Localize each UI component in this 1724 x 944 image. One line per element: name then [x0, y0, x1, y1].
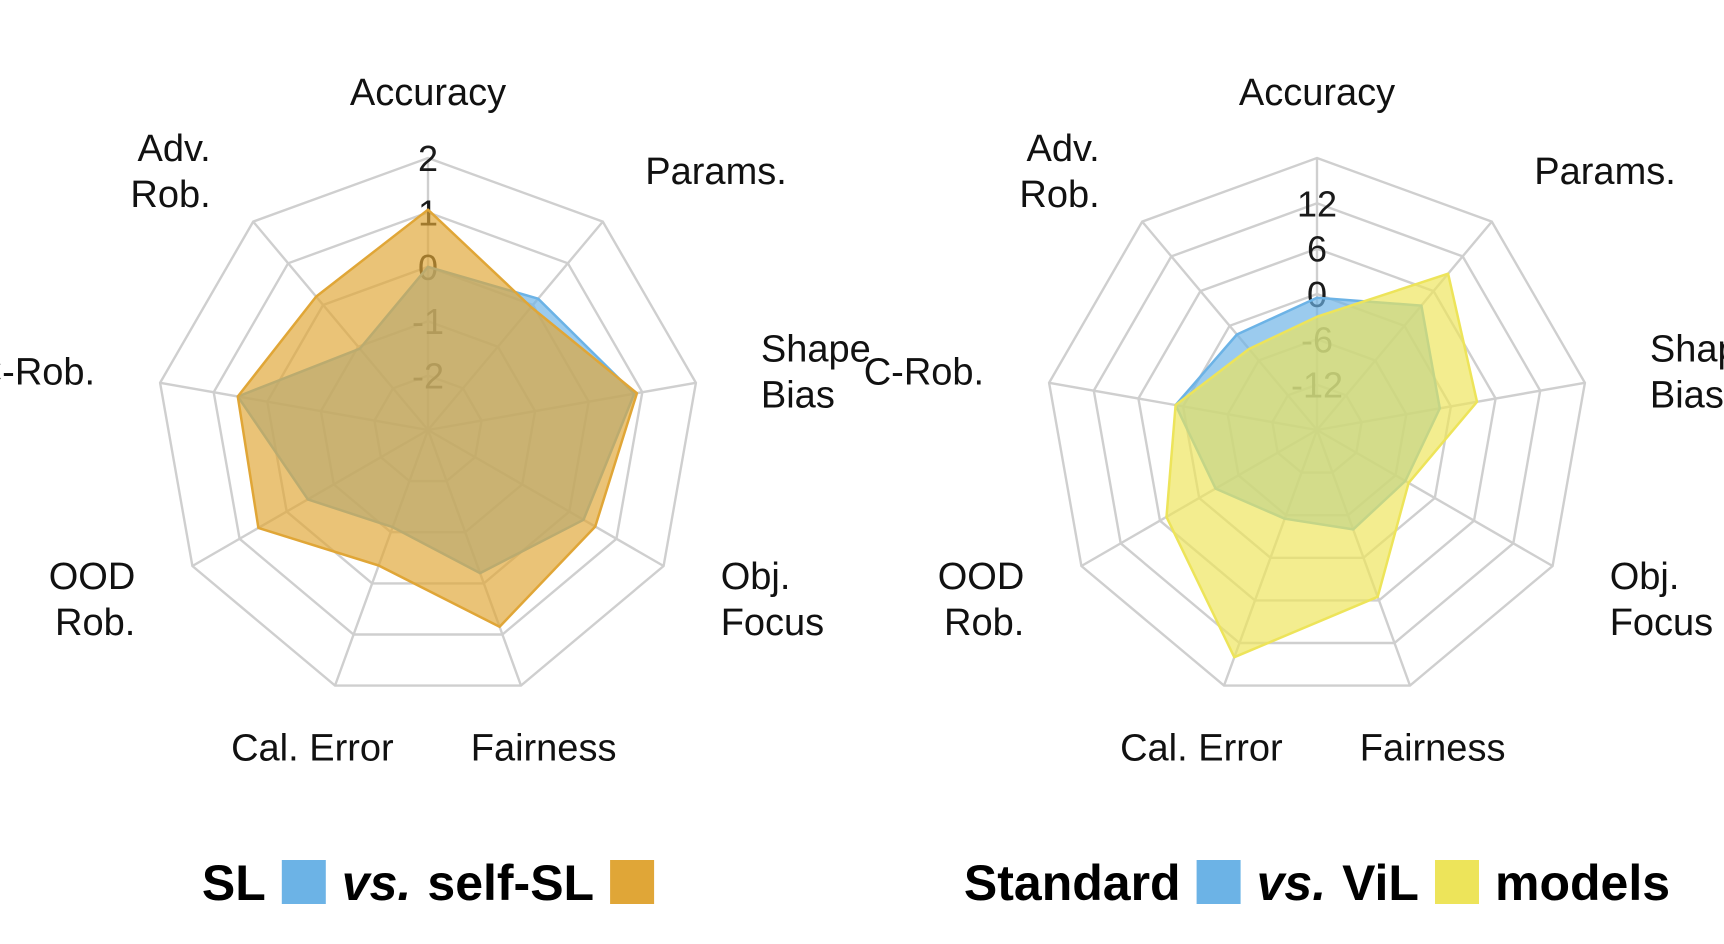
- axis-label-c-rob: C-Rob.: [0, 351, 95, 393]
- tick-label: 12: [1297, 183, 1337, 224]
- axis-label-adv-rob: Adv. Rob.: [130, 128, 210, 216]
- legend: SL vs. self-SL: [202, 855, 655, 911]
- axis-label-accuracy: Accuracy: [350, 72, 506, 114]
- legend-text-vil: ViL: [1342, 855, 1419, 911]
- axis-label-adv-rob: Adv. Rob.: [1019, 128, 1099, 216]
- axis-label-accuracy: Accuracy: [1239, 72, 1395, 114]
- radar-chart-standard-vs-vil: -12-60612AccuracyParams.ShapeBiasObj.Foc…: [864, 72, 1724, 911]
- axis-label-cal-error: Cal. Error: [1120, 728, 1283, 770]
- axis-label-c-rob: C-Rob.: [864, 351, 984, 393]
- legend-swatch: [281, 860, 326, 904]
- axis-label-fairness: Fairness: [471, 728, 617, 770]
- axis-label-obj-focus: Obj. Focus: [721, 556, 824, 644]
- legend-swatch: [610, 860, 655, 904]
- legend-swatch: [1196, 860, 1241, 904]
- axis-label-params: Params.: [1534, 151, 1675, 193]
- axis-label-fairness: Fairness: [1360, 728, 1506, 770]
- legend-text-vs: vs.: [1257, 855, 1327, 911]
- radar-chart-sl-vs-self-sl: -2-1012AccuracyParams.ShapeBiasObj.Focus…: [0, 72, 871, 911]
- tick-label: 6: [1307, 229, 1327, 270]
- axis-label-ood-rob: OOD Rob.: [49, 556, 136, 644]
- legend-swatch: [1435, 860, 1479, 904]
- legend-text-sl: SL: [202, 855, 266, 911]
- grid-ring: [1092, 202, 1542, 645]
- axis-label-obj-focus: Obj. Focus: [1610, 556, 1713, 644]
- axis-label-params: Params.: [645, 151, 786, 193]
- legend-text-vs: vs.: [342, 855, 412, 911]
- grid-ring: [212, 211, 644, 636]
- legend: Standard vs. ViL models: [964, 855, 1670, 911]
- legend-text-self-sl: self-SL: [427, 855, 594, 911]
- grid-ring: [1047, 156, 1587, 687]
- series-area-self-sl: [236, 208, 639, 629]
- axis-label-ood-rob: OOD Rob.: [938, 556, 1025, 644]
- grid-ring: [158, 156, 698, 687]
- axis-label-cal-error: Cal. Error: [231, 728, 394, 770]
- tick-label: 2: [418, 138, 438, 179]
- series-area-vil: [1165, 272, 1479, 659]
- legend-text-standard: Standard: [964, 855, 1181, 911]
- legend-text-models: models: [1495, 855, 1670, 911]
